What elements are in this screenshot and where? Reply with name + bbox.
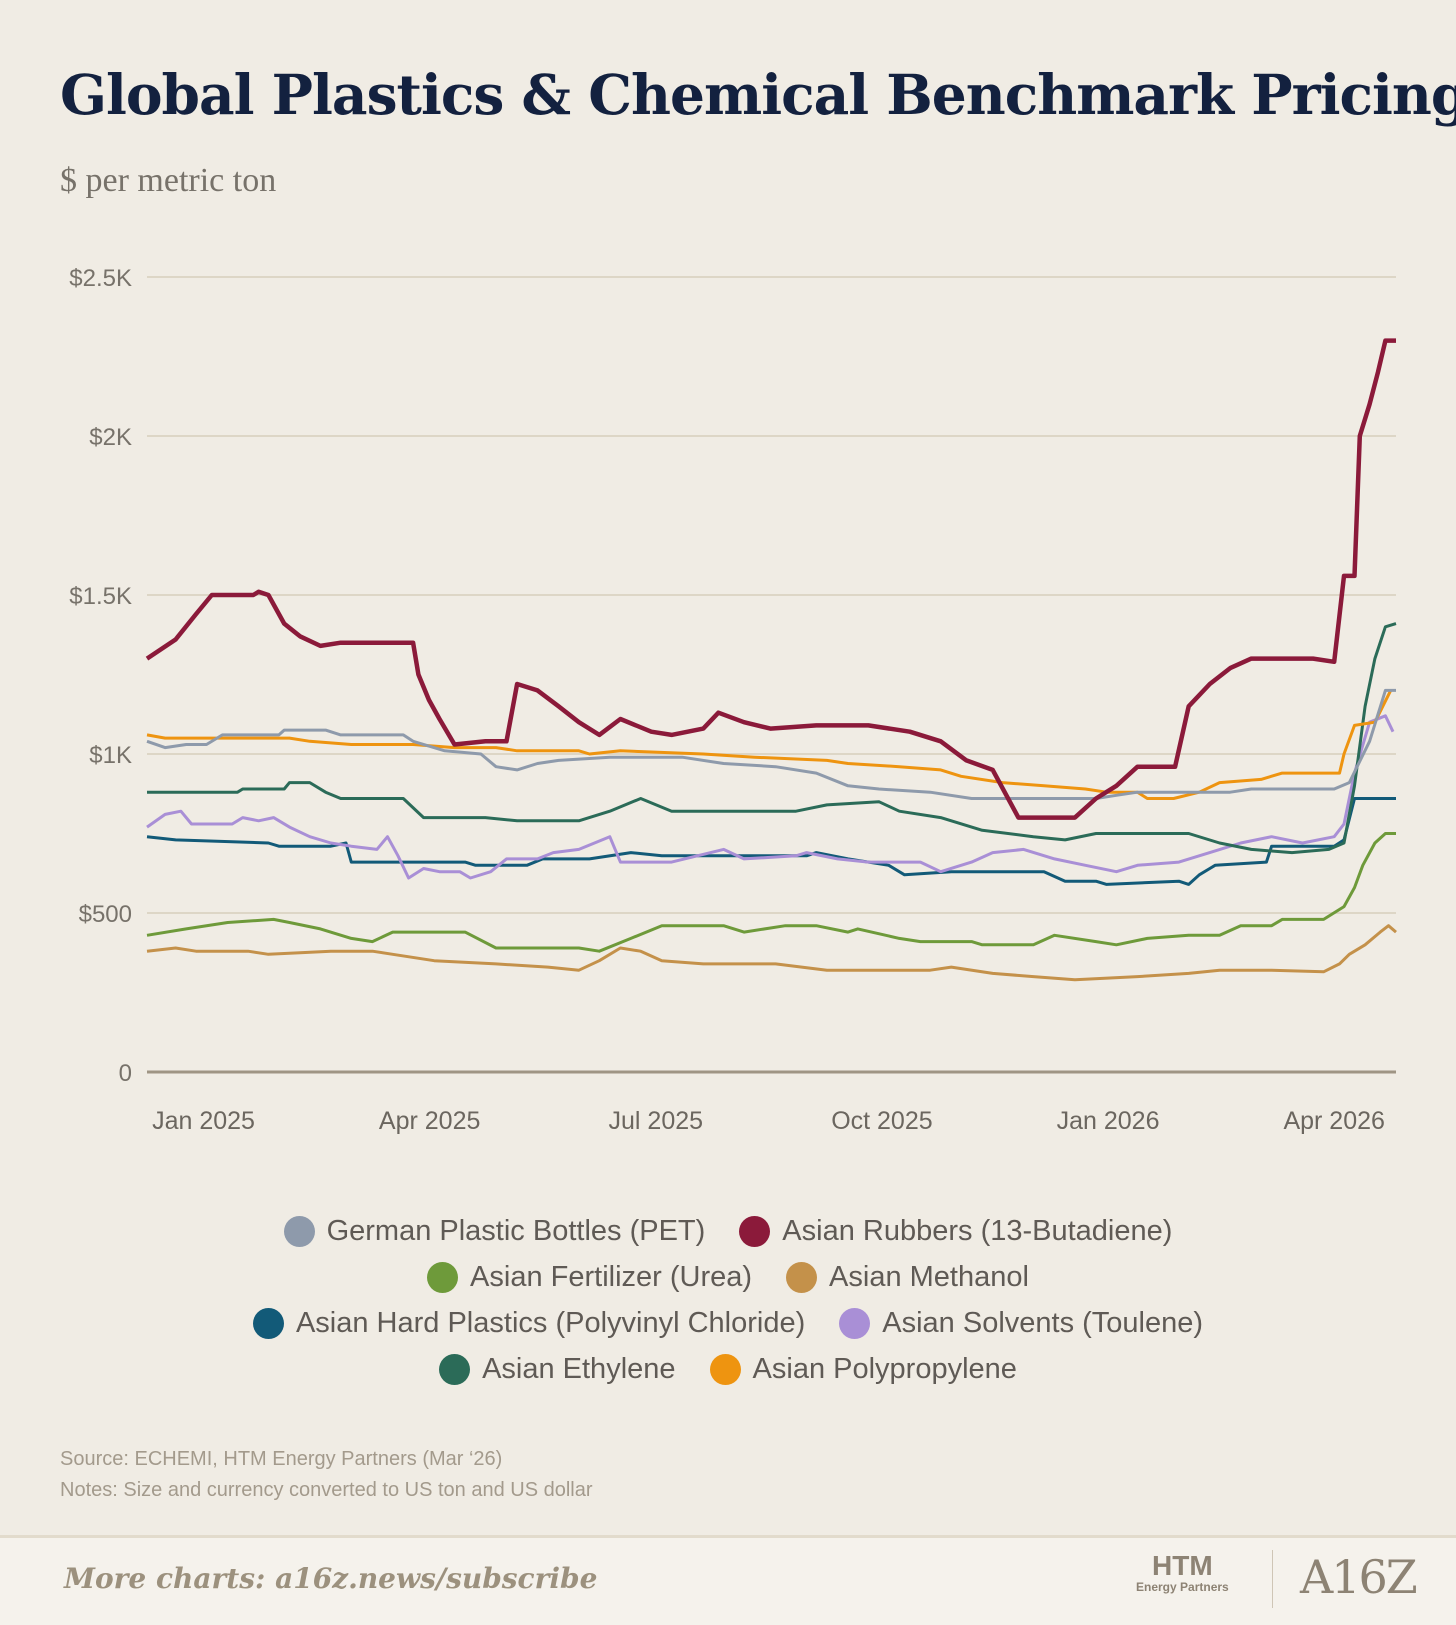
legend-label: Asian Fertilizer (Urea) — [470, 1260, 753, 1293]
legend-item: Asian Fertilizer (Urea) — [427, 1261, 752, 1294]
legend-row: Asian Ethylene Asian Polypropylene — [0, 1346, 1456, 1392]
a16z-logo: A16Z — [1300, 1550, 1418, 1604]
legend-label: Asian Rubbers (13-Butadiene) — [782, 1214, 1173, 1247]
legend-label: Asian Ethylene — [482, 1352, 676, 1385]
legend-label: Asian Polypropylene — [752, 1352, 1017, 1385]
footer: More charts: a16z.news/subscribe HTM Ene… — [0, 1535, 1456, 1625]
legend-item: Asian Methanol — [786, 1261, 1029, 1294]
legend-swatch-icon — [283, 1215, 315, 1247]
legend-swatch-icon — [427, 1261, 459, 1293]
chart-title: Global Plastics & Chemical Benchmark Pri… — [60, 62, 1456, 127]
legend-swatch-icon — [786, 1261, 818, 1293]
y-tick-label: $1K — [89, 742, 132, 769]
legend-label: Asian Hard Plastics (Polyvinyl Chloride) — [295, 1306, 806, 1339]
subscribe-link[interactable]: More charts: a16z.news/subscribe — [64, 1562, 598, 1595]
legend-item: Asian Polypropylene — [709, 1352, 1017, 1386]
x-tick-label: Apr 2025 — [379, 1107, 480, 1135]
legend-swatch-icon — [439, 1353, 471, 1385]
legend: German Plastic Bottles (PET) Asian Rubber… — [0, 1208, 1456, 1392]
series-line-german-plastic-bottles-pet — [146, 688, 1396, 800]
legend-item: Asian Solvents (Toulene) — [839, 1307, 1203, 1340]
y-tick-label: $1.5K — [69, 583, 132, 610]
legend-swatch-icon — [709, 1353, 741, 1385]
notes-text: Notes: Size and currency converted to US… — [60, 1479, 593, 1501]
logo-divider — [1272, 1550, 1273, 1608]
series-line-asian-polypropylene — [146, 689, 1393, 800]
legend-item: German Plastic Bottles (PET) — [283, 1214, 706, 1248]
series-line-asian-methanol — [146, 924, 1397, 982]
legend-swatch-icon — [252, 1307, 284, 1339]
series-line-asian-rubbers-13-butadiene — [145, 338, 1396, 820]
legend-item: Asian Ethylene — [439, 1352, 676, 1386]
htm-logo: HTM Energy Partners — [1136, 1550, 1229, 1595]
x-tick-label: Jan 2025 — [152, 1107, 255, 1135]
legend-swatch-icon — [739, 1215, 771, 1247]
htm-logo-subtext: Energy Partners — [1136, 1580, 1229, 1594]
legend-label: Asian Solvents (Toulene) — [882, 1306, 1204, 1339]
series-line-asian-fertilizer-urea — [146, 832, 1396, 953]
line-chart: 0 $500 $1K $1.5K $2K $2.5K Jan 2025 Apr 2025 Jul… — [69, 265, 1397, 1135]
legend-label: Asian Methanol — [829, 1260, 1029, 1293]
legend-item: Asian Hard Plastics (Polyvinyl Chloride) — [252, 1306, 806, 1340]
legend-row: German Plastic Bottles (PET) Asian Rubber… — [0, 1208, 1456, 1254]
x-tick-label: Jan 2026 — [1057, 1107, 1160, 1135]
htm-logo-text: HTM — [1152, 1550, 1213, 1581]
series-line-asian-hard-plastics-polyvinyl-chloride — [146, 797, 1396, 886]
y-tick-label: 0 — [119, 1060, 132, 1087]
source-note: Source: ECHEMI, HTM Energy Partners (Mar… — [60, 1448, 503, 1470]
x-tick-label: Apr 2026 — [1283, 1107, 1384, 1135]
legend-label: German Plastic Bottles (PET) — [326, 1214, 706, 1247]
chart-subtitle: $ per metric ton — [60, 162, 277, 199]
y-tick-label: $500 — [79, 901, 132, 928]
legend-row: Asian Fertilizer (Urea) Asian Methanol — [0, 1254, 1456, 1300]
series-line-asian-ethylene — [147, 622, 1397, 855]
x-tick-label: Oct 2025 — [831, 1107, 932, 1135]
y-tick-label: $2K — [89, 424, 132, 451]
legend-item: Asian Rubbers (13-Butadiene) — [739, 1215, 1172, 1248]
series-line-asian-solvents-toulene — [146, 714, 1395, 880]
legend-row: Asian Hard Plastics (Polyvinyl Chloride)… — [0, 1300, 1456, 1346]
y-tick-label: $2.5K — [69, 265, 132, 292]
legend-swatch-icon — [839, 1307, 871, 1339]
x-tick-label: Jul 2025 — [609, 1107, 704, 1135]
